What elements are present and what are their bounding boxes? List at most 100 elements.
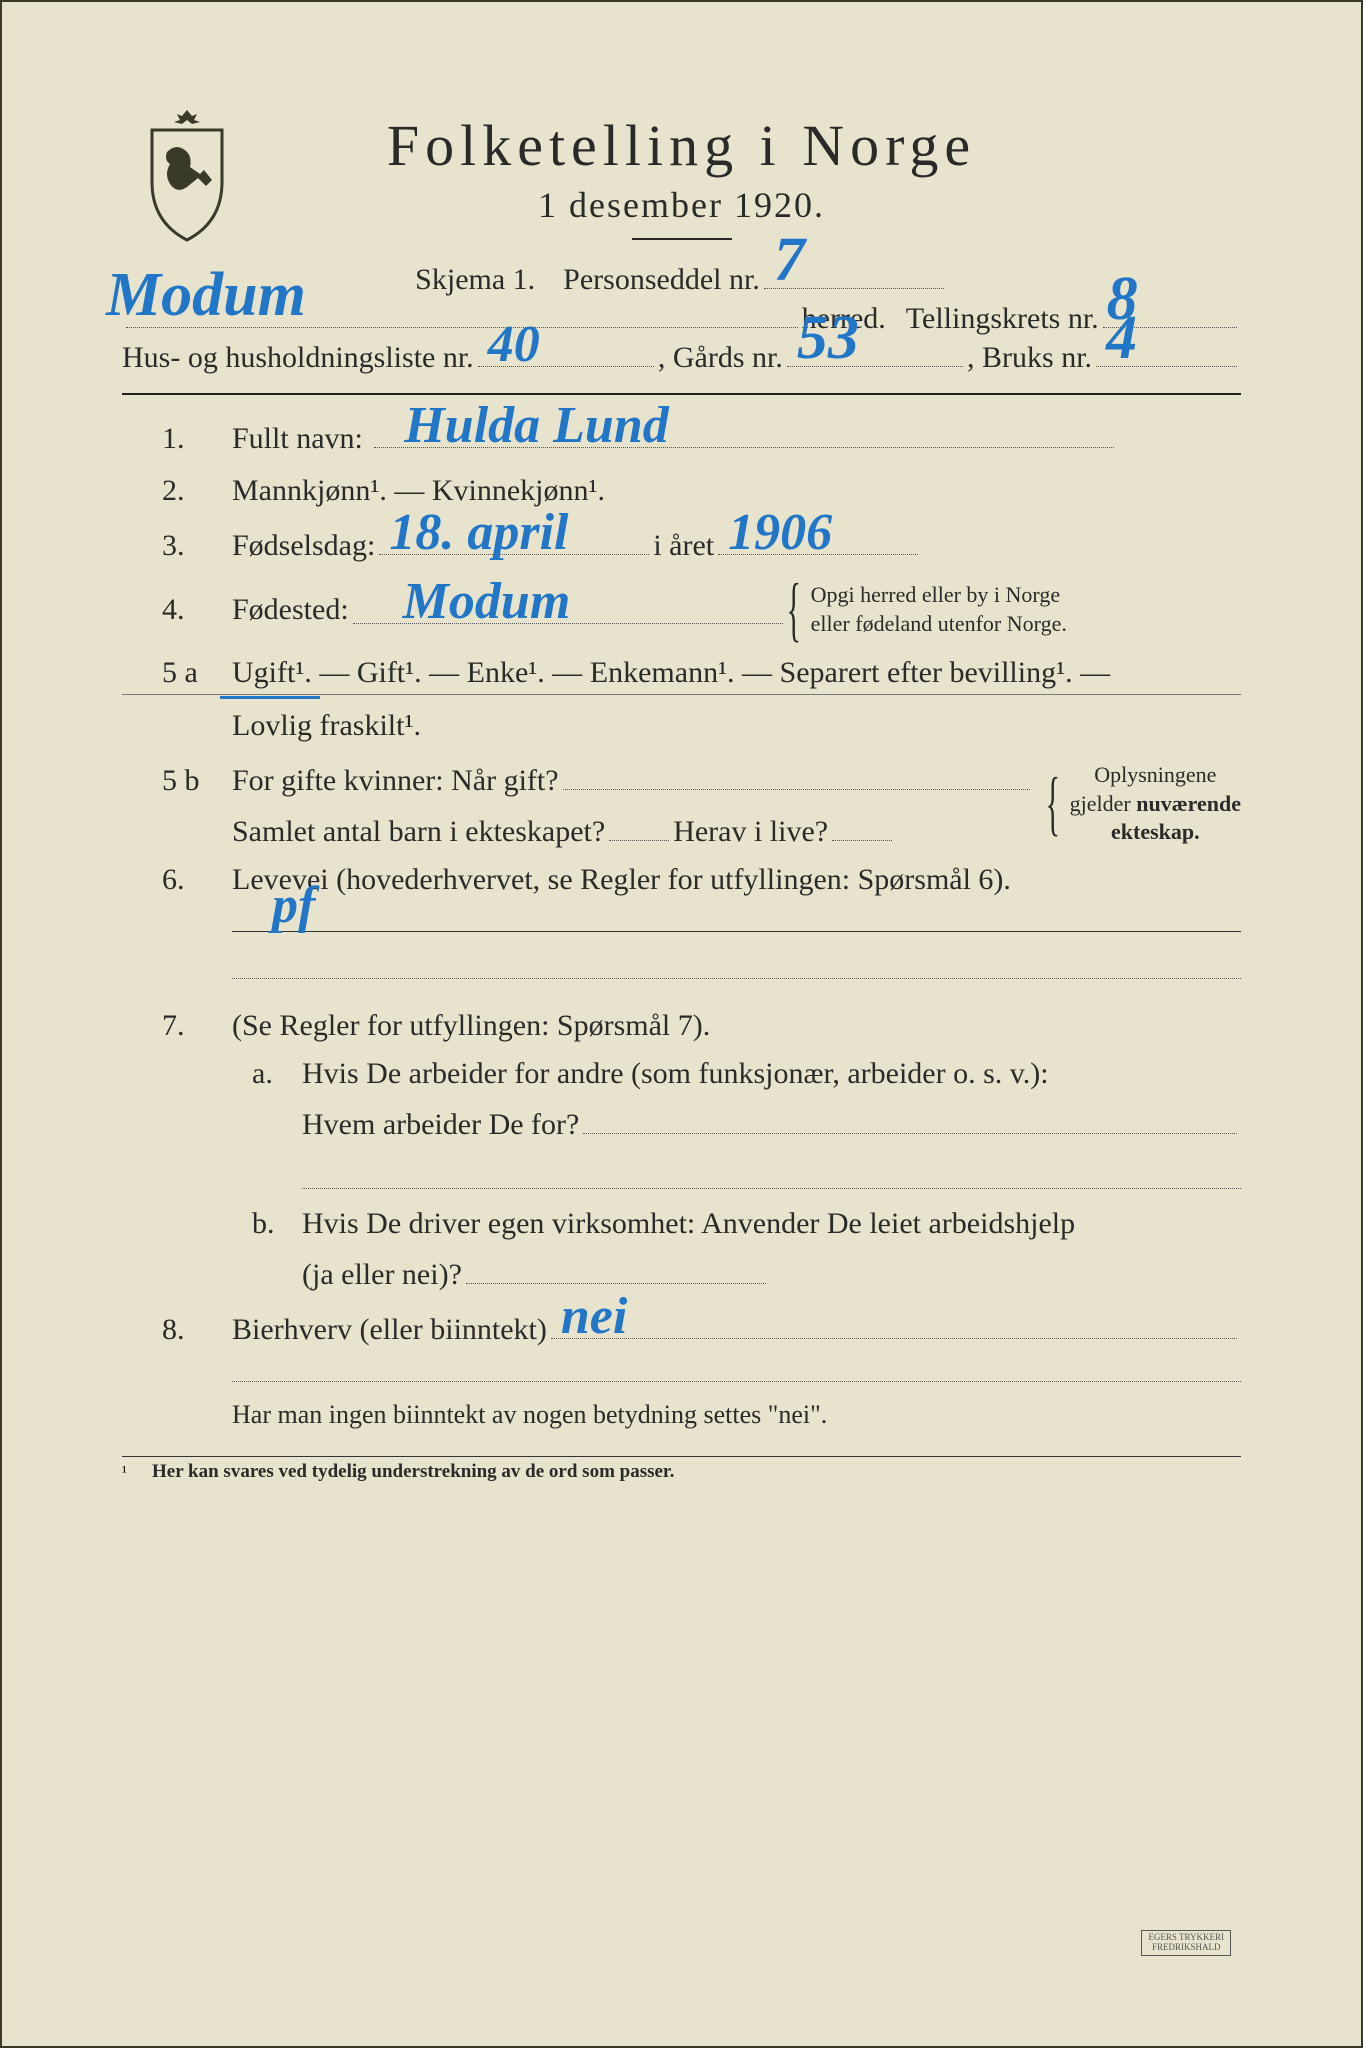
divider-top — [122, 393, 1241, 395]
q5b-row: 5 b For gifte kvinner: Når gift? Samlet … — [122, 761, 1241, 849]
herred-value: Modum — [106, 260, 306, 331]
q1-label: Fullt navn: — [232, 422, 363, 455]
q5a-text: Ugift¹. — Gift¹. — Enke¹. — Enkemann¹. —… — [232, 656, 1110, 689]
stamp-l2: FREDRIKSHALD — [1152, 1942, 1221, 1952]
q5b-note-l2: gjelder nuværende — [1070, 791, 1241, 816]
q5a-underline — [220, 692, 320, 699]
row-herred: Modum herred. Tellingskrets nr. 8 — [122, 299, 1241, 336]
row-ids: Hus- og husholdningsliste nr. 40 , Gårds… — [122, 338, 1241, 375]
tellingskrets-label: Tellingskrets nr. — [906, 302, 1099, 336]
form-subtitle: 1 desember 1920. — [122, 184, 1241, 226]
q1-value: Hulda Lund — [404, 396, 668, 455]
q7b-label: b. — [252, 1207, 302, 1241]
q6-num: 6. — [162, 863, 232, 897]
gards-value: 53 — [797, 303, 859, 374]
form-title: Folketelling i Norge — [122, 112, 1241, 179]
q7a-row: a. Hvis De arbeider for andre (som funks… — [122, 1057, 1241, 1091]
q7b-field — [466, 1255, 766, 1284]
q8-label: Bierhverv (eller biinntekt) — [232, 1313, 547, 1347]
q5b-label1: For gifte kvinner: Når gift? — [232, 764, 559, 798]
q3-year-field: 1906 — [718, 526, 918, 555]
q4-note: Opgi herred eller by i Norge eller fødel… — [787, 581, 1067, 638]
q4-note-l2: eller fødeland utenfor Norge. — [811, 611, 1067, 636]
q4-value: Modum — [403, 572, 571, 631]
q5a-row: 5 a Ugift¹. — Gift¹. — Enke¹. — Enkemann… — [122, 656, 1241, 690]
printer-stamp: EGERS TRYKKERI FREDRIKSHALD — [1141, 1930, 1231, 1956]
q7a-text1: Hvis De arbeider for andre (som funksjon… — [302, 1057, 1049, 1091]
q3-day-value: 18. april — [389, 503, 568, 562]
q8-note: Har man ingen biinntekt av nogen betydni… — [122, 1400, 1241, 1430]
q8-value: nei — [561, 1287, 627, 1346]
q4-row: 4. Fødested: Modum Opgi herred eller by … — [122, 581, 1241, 638]
q7b-row: b. Hvis De driver egen virksomhet: Anven… — [122, 1207, 1241, 1241]
q6-value: pf — [272, 876, 315, 935]
herred-field: Modum — [126, 299, 798, 328]
q2-num: 2. — [162, 474, 232, 508]
q6-field2 — [232, 950, 1241, 979]
q8-field2 — [232, 1353, 1241, 1382]
q7a-text2: Hvem arbeider De for? — [302, 1108, 579, 1142]
q8-field: nei — [551, 1310, 1237, 1339]
footnote-row: ¹ Her kan svares ved tydelig understrekn… — [122, 1456, 1241, 1483]
q4-note-l1: Opgi herred eller by i Norge — [811, 582, 1060, 607]
personseddel-field: 7 — [764, 260, 944, 289]
personseddel-value: 7 — [774, 225, 805, 296]
stamp-l1: EGERS TRYKKERI — [1148, 1932, 1224, 1942]
q7a-field2 — [302, 1160, 1241, 1189]
q5b-num: 5 b — [162, 764, 232, 798]
q5a-num: 5 a — [162, 656, 232, 690]
form-header: Folketelling i Norge 1 desember 1920. — [122, 112, 1241, 240]
q7b-text1: Hvis De driver egen virksomhet: Anvender… — [302, 1207, 1075, 1241]
bruks-field: 4 — [1096, 338, 1237, 367]
skjema-label: Skjema 1. — [415, 263, 535, 297]
q7a-field — [583, 1105, 1237, 1134]
footnote-text: Her kan svares ved tydelig understreknin… — [152, 1461, 674, 1483]
personseddel-label: Personseddel nr. — [563, 263, 760, 297]
q5b-label2: Samlet antal barn i ekteskapet? — [232, 815, 605, 849]
q7a-row2: Hvem arbeider De for? — [122, 1105, 1241, 1142]
q8-row: 8. Bierhverv (eller biinntekt) nei — [122, 1310, 1241, 1347]
footnote-marker: ¹ — [122, 1464, 152, 1482]
gards-field: 53 — [787, 338, 963, 367]
q3-year-label: i året — [653, 529, 714, 563]
bruks-label: , Bruks nr. — [967, 341, 1092, 375]
q6-field: pf — [232, 903, 1241, 932]
q7b-text2: (ja eller nei)? — [302, 1258, 462, 1292]
coat-of-arms-icon — [132, 102, 242, 242]
q4-label: Fødested: — [232, 593, 349, 627]
q3-label: Fødselsdag: — [232, 529, 375, 563]
q7a-label: a. — [252, 1057, 302, 1091]
q2-row: 2. Mannkjønn¹. — Kvinnekjønn¹. — [122, 474, 1241, 508]
q3-year-value: 1906 — [728, 503, 832, 562]
q5b-note: Oplysningene gjelder nuværende ekteskap. — [1046, 761, 1241, 847]
q4-num: 4. — [162, 593, 232, 627]
title-rule — [632, 238, 732, 240]
husliste-value: 40 — [488, 315, 540, 374]
q3-day-field: 18. april — [379, 526, 649, 555]
q5b-field3 — [832, 812, 892, 841]
q7-row: 7. (Se Regler for utfyllingen: Spørsmål … — [122, 1009, 1241, 1043]
q1-row: 1. Fullt navn: Hulda Lund — [122, 419, 1241, 456]
q7-text: (Se Regler for utfyllingen: Spørsmål 7). — [232, 1009, 710, 1042]
q5b-note-l1: Oplysningene — [1094, 762, 1216, 787]
q5b-field1 — [563, 761, 1030, 790]
q7b-row2: (ja eller nei)? — [122, 1255, 1241, 1292]
q3-row: 3. Fødselsdag: 18. april i året 1906 — [122, 526, 1241, 563]
q6-text: Levevei (hovederhvervet, se Regler for u… — [232, 863, 1011, 896]
husliste-field: 40 — [478, 338, 654, 367]
census-form-page: Folketelling i Norge 1 desember 1920. Sk… — [0, 0, 1363, 2048]
q7-num: 7. — [162, 1009, 232, 1043]
q5b-field2 — [609, 812, 669, 841]
q1-num: 1. — [162, 422, 232, 456]
q5b-note-l3: ekteskap. — [1111, 819, 1200, 844]
q8-num: 8. — [162, 1313, 232, 1347]
q5a-text2: Lovlig fraskilt¹. — [232, 709, 421, 743]
q5b-label3: Herav i live? — [673, 815, 828, 849]
q4-field: Modum — [353, 595, 783, 624]
q1-field: Hulda Lund — [374, 419, 1114, 448]
q3-num: 3. — [162, 529, 232, 563]
gards-label: , Gårds nr. — [658, 341, 783, 375]
q5a-row2: Lovlig fraskilt¹. — [122, 694, 1241, 743]
husliste-label: Hus- og husholdningsliste nr. — [122, 341, 474, 375]
bruks-value: 4 — [1106, 303, 1137, 374]
